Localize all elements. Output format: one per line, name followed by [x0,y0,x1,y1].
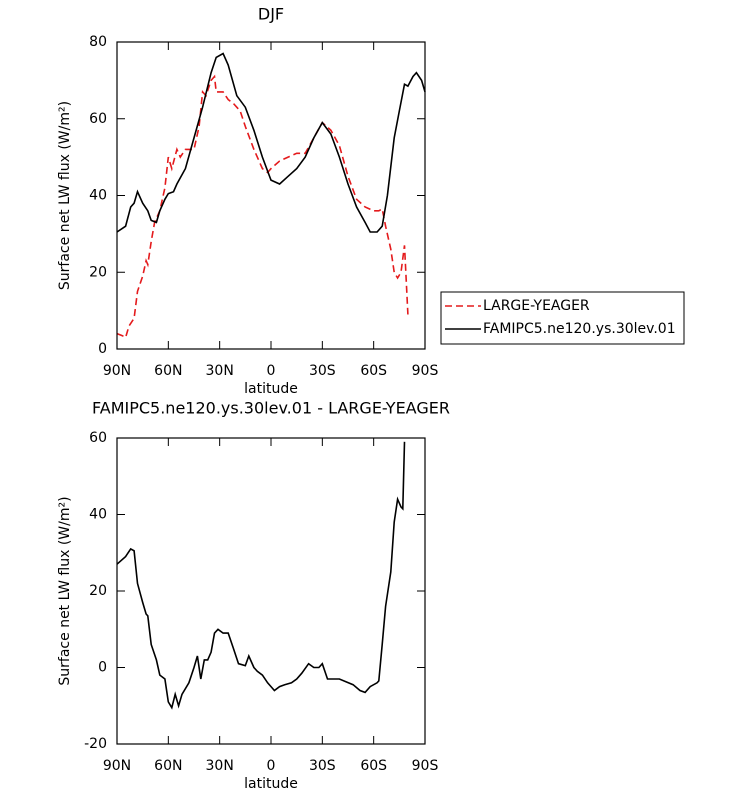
y-tick-label: 0 [98,660,107,676]
y-tick-label: 40 [89,507,107,523]
x-tick-label: 60S [360,363,387,379]
x-axis-label: latitude [244,776,298,792]
y-axis-label: Surface net LW flux (W/m²) [57,101,73,290]
legend-label: LARGE-YEAGER [483,298,590,314]
y-tick-label: 60 [89,111,107,127]
x-tick-label: 30S [309,363,336,379]
x-tick-label: 90N [103,758,131,774]
x-tick-label: 60N [154,363,182,379]
x-tick-label: 60N [154,758,182,774]
y-tick-label: 80 [89,34,107,50]
y-tick-label: 0 [98,341,107,357]
x-tick-label: 0 [267,363,276,379]
data-line [116,441,406,710]
x-tick-label: 0 [267,758,276,774]
y-tick-label: 60 [89,430,107,446]
x-tick-label: 30N [206,363,234,379]
x-axis-label: latitude [244,381,298,397]
x-tick-label: 30S [309,758,336,774]
chart-title: FAMIPC5.ne120.ys.30lev.01 - LARGE-YEAGER [92,399,450,418]
y-tick-label: 20 [89,583,107,599]
y-tick-label: 20 [89,264,107,280]
legend-box [440,291,685,345]
x-tick-label: 60S [360,758,387,774]
data-line [116,52,426,233]
legend-label: FAMIPC5.ne120.ys.30lev.01 [483,321,676,337]
chart-title: DJF [258,5,284,24]
x-tick-label: 90S [412,363,439,379]
y-tick-label: 40 [89,188,107,204]
y-tick-label: -20 [84,736,107,752]
plot-frame [116,437,426,745]
x-tick-label: 90S [412,758,439,774]
x-tick-label: 90N [103,363,131,379]
x-tick-label: 30N [206,758,234,774]
y-axis-label: Surface net LW flux (W/m²) [57,496,73,685]
